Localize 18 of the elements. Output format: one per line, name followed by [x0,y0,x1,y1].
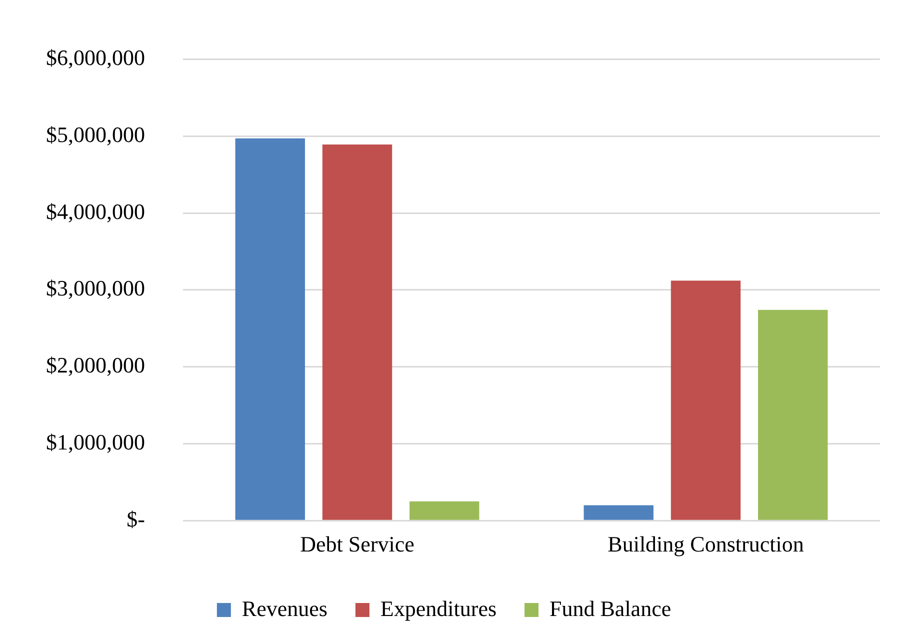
y-tick-label: $4,000,000 [46,198,145,224]
y-tick-label: $3,000,000 [46,276,145,301]
legend-label: Fund Balance [550,596,672,621]
bar [670,280,741,520]
y-tick-label: $5,000,000 [46,122,145,147]
y-tick-label: $1,000,000 [46,429,145,454]
y-tick-label: $- [126,506,145,532]
x-tick-label: Debt Service [300,532,414,557]
y-tick-label: $6,000,000 [46,44,145,70]
y-tick-label: $2,000,000 [46,352,145,378]
bar [410,501,480,520]
bar [584,505,654,520]
bar [322,144,392,520]
bar [235,138,305,520]
legend-label: Revenues [242,596,328,621]
bar [758,310,828,520]
x-tick-label: Building Construction [608,532,804,557]
legend-label: Expenditures [380,596,497,621]
